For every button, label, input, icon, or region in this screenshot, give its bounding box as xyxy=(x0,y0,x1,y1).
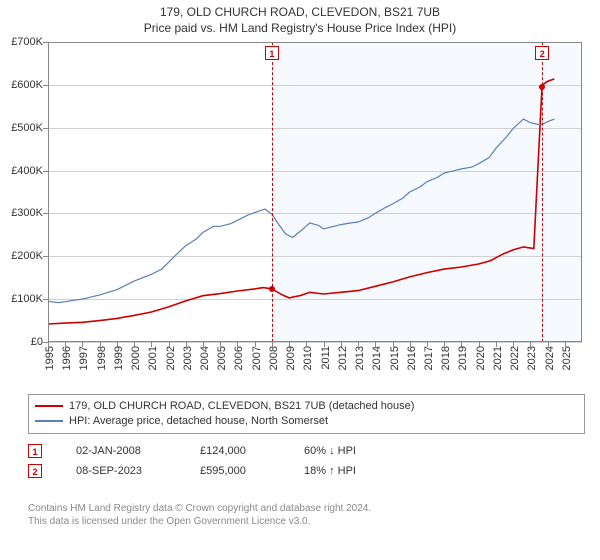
event-date: 08-SEP-2023 xyxy=(76,465,166,477)
x-axis-label: 1996 xyxy=(61,346,73,370)
legend: 179, OLD CHURCH ROAD, CLEVEDON, BS21 7UB… xyxy=(28,394,585,434)
y-axis-label: £100K xyxy=(11,293,43,305)
y-axis-label: £0 xyxy=(31,336,43,348)
event-delta: 60% ↓ HPI xyxy=(304,445,356,457)
event-delta: 18% ↑ HPI xyxy=(304,465,356,477)
y-axis-label: £300K xyxy=(11,207,43,219)
x-axis-label: 2007 xyxy=(251,346,263,370)
x-axis-label: 2001 xyxy=(147,346,159,370)
x-axis-label: 2012 xyxy=(337,346,349,370)
legend-item: HPI: Average price, detached house, Nort… xyxy=(35,414,578,429)
x-axis-label: 2015 xyxy=(389,346,401,370)
x-axis-label: 2006 xyxy=(233,346,245,370)
x-axis-label: 2013 xyxy=(354,346,366,370)
x-axis-label: 2000 xyxy=(130,346,142,370)
x-axis-label: 2024 xyxy=(544,346,556,370)
x-axis-label: 2022 xyxy=(509,346,521,370)
x-axis-label: 2017 xyxy=(423,346,435,370)
x-axis-label: 2009 xyxy=(285,346,297,370)
y-axis-label: £600K xyxy=(11,79,43,91)
attribution-footer: Contains HM Land Registry data © Crown c… xyxy=(28,502,585,528)
x-axis-label: 2021 xyxy=(492,346,504,370)
event-flag-icon: 1 xyxy=(28,444,42,458)
title-subtitle: Price paid vs. HM Land Registry's House … xyxy=(0,20,600,36)
x-axis-label: 2018 xyxy=(440,346,452,370)
legend-swatch xyxy=(35,420,63,422)
chart-flag-1: 1 xyxy=(265,46,279,60)
x-axis-label: 2010 xyxy=(302,346,314,370)
footer-line: This data is licensed under the Open Gov… xyxy=(28,515,585,528)
legend-item: 179, OLD CHURCH ROAD, CLEVEDON, BS21 7UB… xyxy=(35,399,578,414)
x-axis-label: 2020 xyxy=(475,346,487,370)
event-price: £124,000 xyxy=(200,445,270,457)
price-chart: £0£100K£200K£300K£400K£500K£600K£700K199… xyxy=(48,42,582,342)
y-axis-label: £400K xyxy=(11,165,43,177)
event-row: 1 02-JAN-2008 £124,000 60% ↓ HPI xyxy=(28,444,585,458)
legend-label: 179, OLD CHURCH ROAD, CLEVEDON, BS21 7UB… xyxy=(69,399,414,414)
event-table: 1 02-JAN-2008 £124,000 60% ↓ HPI 2 08-SEP-202… xyxy=(28,444,585,478)
x-axis-label: 2011 xyxy=(320,346,332,370)
series-hpi xyxy=(48,119,554,303)
x-axis-label: 1995 xyxy=(44,346,56,370)
data-marker xyxy=(539,84,545,90)
footer-line: Contains HM Land Registry data © Crown c… xyxy=(28,502,585,515)
y-axis-label: £500K xyxy=(11,122,43,134)
x-axis-label: 2002 xyxy=(165,346,177,370)
event-flag-icon: 2 xyxy=(28,464,42,478)
event-row: 2 08-SEP-2023 £595,000 18% ↑ HPI xyxy=(28,464,585,478)
legend-label: HPI: Average price, detached house, Nort… xyxy=(69,414,328,429)
y-axis-label: £700K xyxy=(11,36,43,48)
data-marker xyxy=(269,286,275,292)
x-axis-label: 2025 xyxy=(561,346,573,370)
y-axis-label: £200K xyxy=(11,250,43,262)
x-axis-label: 2003 xyxy=(182,346,194,370)
x-axis-label: 2004 xyxy=(199,346,211,370)
event-date: 02-JAN-2008 xyxy=(76,445,166,457)
chart-flag-2: 2 xyxy=(535,46,549,60)
title-address: 179, OLD CHURCH ROAD, CLEVEDON, BS21 7UB xyxy=(0,4,600,20)
event-price: £595,000 xyxy=(200,465,270,477)
x-axis-label: 2008 xyxy=(268,346,280,370)
x-axis-label: 2005 xyxy=(216,346,228,370)
x-axis-label: 2014 xyxy=(371,346,383,370)
x-axis-label: 2023 xyxy=(526,346,538,370)
series-price-paid xyxy=(48,79,554,324)
x-axis-label: 1998 xyxy=(96,346,108,370)
x-axis-label: 1999 xyxy=(113,346,125,370)
x-axis-label: 1997 xyxy=(78,346,90,370)
x-axis-label: 2019 xyxy=(457,346,469,370)
x-axis-label: 2016 xyxy=(406,346,418,370)
legend-swatch xyxy=(35,405,63,407)
